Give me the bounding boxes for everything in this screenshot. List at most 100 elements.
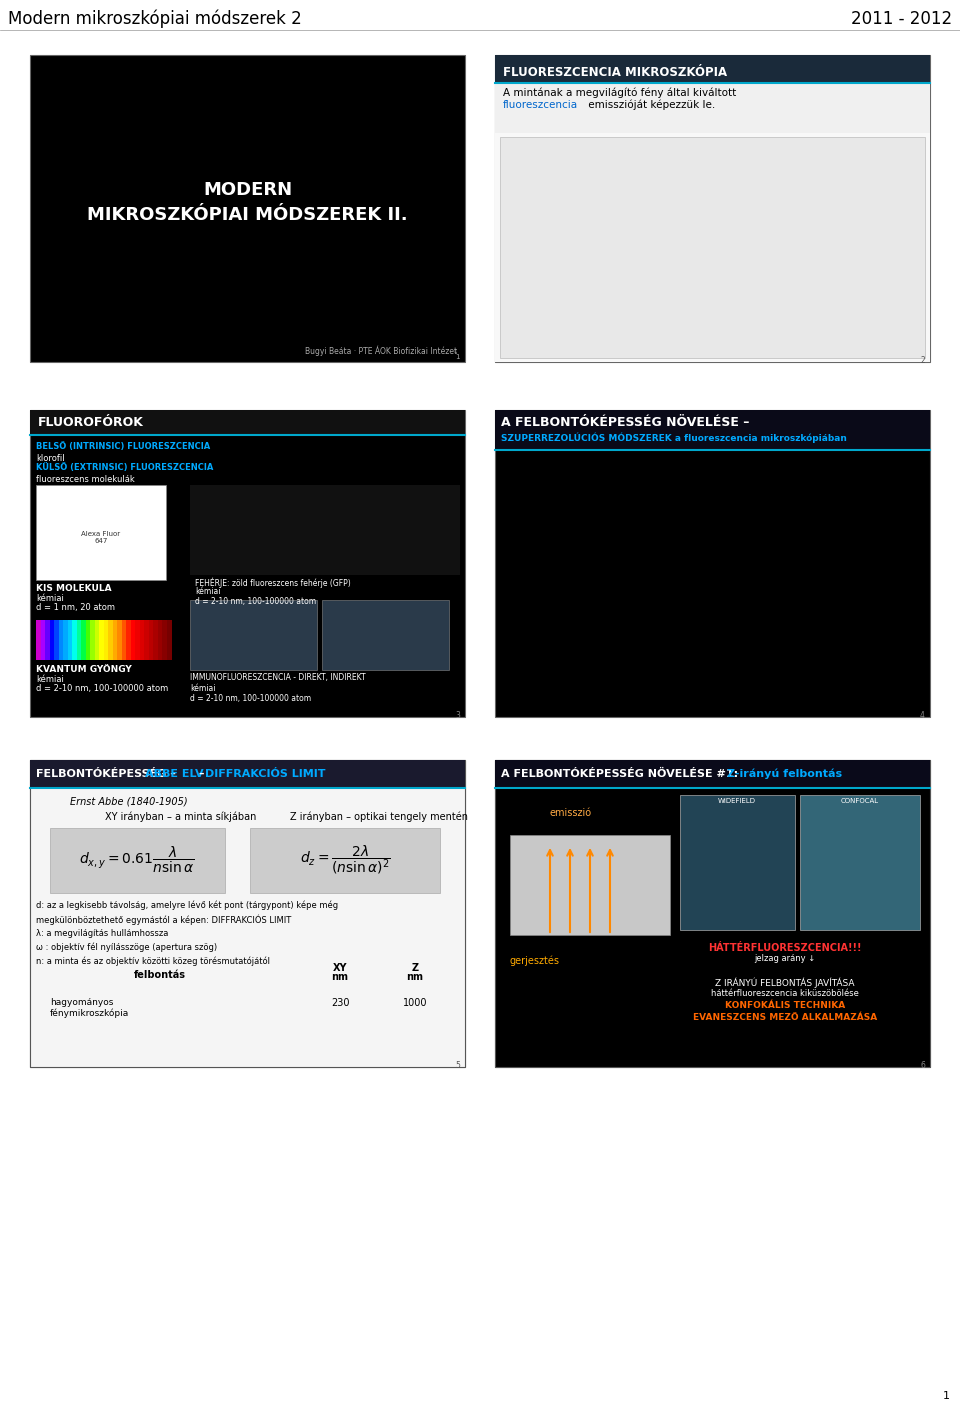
Bar bbox=[495, 410, 930, 717]
Bar bbox=[50, 828, 225, 892]
Text: 4: 4 bbox=[920, 710, 925, 720]
Text: Alexa Fluor
647: Alexa Fluor 647 bbox=[82, 531, 121, 544]
Bar bbox=[112, 621, 117, 660]
Text: klorofil: klorofil bbox=[36, 454, 64, 462]
Text: –: – bbox=[195, 769, 208, 779]
Bar bbox=[162, 621, 167, 660]
Text: FELBONTÓKÉPESSÉG –: FELBONTÓKÉPESSÉG – bbox=[36, 769, 180, 779]
Text: 1: 1 bbox=[455, 354, 460, 360]
Text: kémiai: kémiai bbox=[195, 587, 221, 595]
Bar bbox=[166, 621, 172, 660]
Text: 5: 5 bbox=[455, 1061, 460, 1070]
Bar bbox=[131, 621, 135, 660]
Bar bbox=[50, 621, 55, 660]
Bar bbox=[90, 621, 95, 660]
Text: FLUOROFÓROK: FLUOROFÓROK bbox=[38, 416, 144, 429]
Text: KIS MOLEKULA: KIS MOLEKULA bbox=[36, 584, 111, 593]
Text: Z-irányú felbontás: Z-irányú felbontás bbox=[727, 769, 842, 779]
Bar bbox=[30, 410, 465, 717]
Bar bbox=[495, 83, 930, 133]
Bar bbox=[495, 55, 930, 361]
Bar bbox=[81, 621, 86, 660]
Text: d: az a legkisebb távolság, amelyre lévő két pont (tárgypont) képe még
megkülönb: d: az a legkisebb távolság, amelyre lévő… bbox=[36, 899, 338, 967]
Bar bbox=[108, 621, 113, 660]
Text: kémiai: kémiai bbox=[36, 675, 64, 684]
Bar bbox=[59, 621, 63, 660]
Text: kémiai: kémiai bbox=[36, 594, 64, 602]
Text: Modern mikroszkópiai módszerek 2: Modern mikroszkópiai módszerek 2 bbox=[8, 10, 301, 28]
Text: KÜLSŐ (EXTRINSIC) FLUORESZCENCIA: KÜLSŐ (EXTRINSIC) FLUORESZCENCIA bbox=[36, 462, 213, 472]
Text: CONFOCAL: CONFOCAL bbox=[841, 799, 879, 804]
Bar bbox=[250, 828, 440, 892]
Text: IMMUNOFLUORESZCENCIA - DIREKT, INDIREKT: IMMUNOFLUORESZCENCIA - DIREKT, INDIREKT bbox=[190, 672, 366, 682]
Text: emisszióját képezzük le.: emisszióját képezzük le. bbox=[585, 99, 715, 111]
Text: hagyományos
fénymikroszkópia: hagyományos fénymikroszkópia bbox=[50, 998, 130, 1019]
Text: EVANESZCENS MEZŐ ALKALMAZÁSA: EVANESZCENS MEZŐ ALKALMAZÁSA bbox=[693, 1013, 877, 1021]
Bar bbox=[30, 759, 465, 1068]
Text: Bugyi Beáta · PTE ÁOK Biofizikai Intézet: Bugyi Beáta · PTE ÁOK Biofizikai Intézet bbox=[305, 346, 457, 356]
Bar bbox=[30, 55, 465, 361]
Text: SZUPERREZOLÚCIÓS MÓDSZEREK a fluoreszcencia mikroszkópiában: SZUPERREZOLÚCIÓS MÓDSZEREK a fluoreszcen… bbox=[501, 433, 847, 443]
Bar bbox=[63, 621, 68, 660]
Text: Z IRÁNYÚ FELBONTÁS JAVÍTÁSA: Z IRÁNYÚ FELBONTÁS JAVÍTÁSA bbox=[715, 978, 854, 989]
Bar bbox=[800, 794, 920, 930]
Bar bbox=[36, 485, 166, 580]
Bar bbox=[30, 759, 465, 787]
Text: HÁTTÉRFLUORESZCENCIA!!!: HÁTTÉRFLUORESZCENCIA!!! bbox=[708, 943, 862, 953]
Bar bbox=[495, 133, 930, 361]
Bar bbox=[30, 759, 465, 1068]
Bar bbox=[139, 621, 145, 660]
Text: háttérfluoreszcencia kiküszöbölése: háttérfluoreszcencia kiküszöbölése bbox=[711, 989, 859, 998]
Text: DIFFRAKCIÓS LIMIT: DIFFRAKCIÓS LIMIT bbox=[205, 769, 325, 779]
Text: A FELBONTÓKÉPESSÉG NÖVELÉSE –: A FELBONTÓKÉPESSÉG NÖVELÉSE – bbox=[501, 416, 750, 429]
Text: d = 2-10 nm, 100-100000 atom: d = 2-10 nm, 100-100000 atom bbox=[195, 597, 316, 607]
Bar bbox=[99, 621, 104, 660]
Bar bbox=[510, 835, 670, 934]
Text: KONFOKÁLIS TECHNIKA: KONFOKÁLIS TECHNIKA bbox=[725, 1000, 845, 1010]
Bar bbox=[495, 759, 930, 787]
Bar bbox=[500, 137, 925, 359]
Bar bbox=[104, 621, 108, 660]
Bar bbox=[85, 621, 90, 660]
Bar bbox=[36, 621, 41, 660]
Bar bbox=[94, 621, 100, 660]
Text: fluoreszcens molekulák: fluoreszcens molekulák bbox=[36, 475, 134, 483]
Bar bbox=[495, 410, 930, 450]
Text: XY: XY bbox=[333, 962, 348, 974]
Text: Z irányban – optikai tengely mentén: Z irányban – optikai tengely mentén bbox=[290, 813, 468, 822]
Text: 2011 - 2012: 2011 - 2012 bbox=[851, 10, 952, 28]
Bar bbox=[54, 621, 59, 660]
Text: d = 2-10 nm, 100-100000 atom: d = 2-10 nm, 100-100000 atom bbox=[190, 693, 311, 703]
Text: gerjesztés: gerjesztés bbox=[510, 955, 560, 965]
Bar bbox=[149, 621, 154, 660]
Bar bbox=[122, 621, 127, 660]
Text: FEHÉRJE: zöld fluoreszcens fehérje (GFP): FEHÉRJE: zöld fluoreszcens fehérje (GFP) bbox=[195, 577, 350, 587]
Text: XY irányban – a minta síkjában: XY irányban – a minta síkjában bbox=[105, 813, 256, 822]
Bar bbox=[40, 621, 45, 660]
Text: 1: 1 bbox=[943, 1391, 950, 1401]
Bar bbox=[144, 621, 149, 660]
Text: felbontás: felbontás bbox=[134, 969, 186, 981]
Bar bbox=[495, 55, 930, 83]
Bar bbox=[117, 621, 122, 660]
Bar bbox=[190, 600, 317, 670]
Bar bbox=[67, 621, 73, 660]
Text: A mintának a megvilágító fény által kiváltott: A mintának a megvilágító fény által kivá… bbox=[503, 88, 736, 98]
Text: nm: nm bbox=[406, 972, 423, 982]
Text: emisszió: emisszió bbox=[550, 808, 592, 818]
Text: fluoreszcencia: fluoreszcencia bbox=[503, 99, 578, 111]
Text: d = 2-10 nm, 100-100000 atom: d = 2-10 nm, 100-100000 atom bbox=[36, 684, 168, 693]
Bar bbox=[30, 410, 465, 434]
Bar bbox=[157, 621, 162, 660]
Text: A FELBONTÓKÉPESSÉG NÖVELÉSE #1:: A FELBONTÓKÉPESSÉG NÖVELÉSE #1: bbox=[501, 769, 742, 779]
Bar bbox=[45, 621, 50, 660]
Text: d = 1 nm, 20 atom: d = 1 nm, 20 atom bbox=[36, 602, 115, 612]
Text: BELSŐ (INTRINSIC) FLUORESZCENCIA: BELSŐ (INTRINSIC) FLUORESZCENCIA bbox=[36, 441, 210, 451]
Text: Z: Z bbox=[412, 962, 419, 974]
Text: $d_{x,y} = 0.61\dfrac{\lambda}{n\sin\alpha}$: $d_{x,y} = 0.61\dfrac{\lambda}{n\sin\alp… bbox=[79, 845, 195, 876]
Text: $d_z = \dfrac{2\lambda}{(n\sin\alpha)^2}$: $d_z = \dfrac{2\lambda}{(n\sin\alpha)^2}… bbox=[300, 843, 391, 877]
Text: 6: 6 bbox=[920, 1061, 925, 1070]
Text: ABBE ELV: ABBE ELV bbox=[145, 769, 204, 779]
Text: kémiai: kémiai bbox=[190, 684, 215, 693]
Text: 3: 3 bbox=[455, 710, 460, 720]
